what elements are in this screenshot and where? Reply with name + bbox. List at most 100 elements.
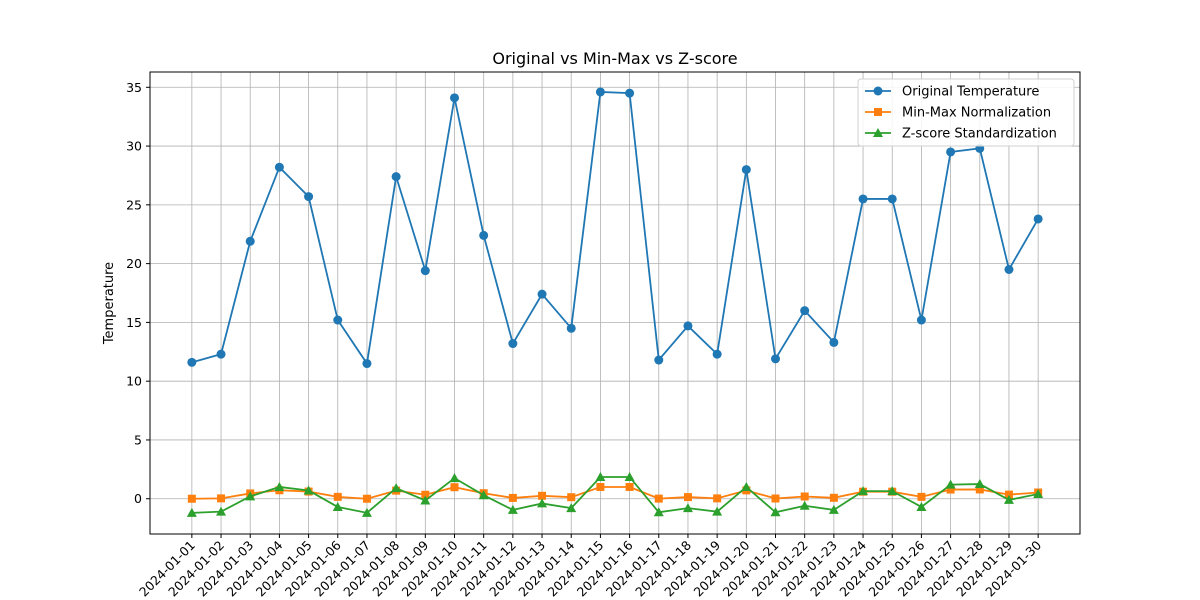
data-point (361, 507, 372, 517)
y-tick-label: 10 (126, 374, 142, 389)
legend-marker (873, 128, 883, 137)
data-point (362, 359, 372, 369)
data-point (887, 486, 898, 496)
data-point (538, 491, 547, 500)
series-line (191, 476, 1039, 514)
data-point (508, 493, 517, 502)
data-point (741, 481, 752, 491)
data-point (800, 306, 810, 316)
data-point (333, 492, 342, 501)
data-point (1033, 214, 1043, 224)
legend-marker (874, 108, 882, 116)
y-tick-label: 35 (126, 80, 142, 95)
data-point (391, 483, 402, 493)
legend-entry: Min-Max Normalization (865, 106, 1051, 121)
plot-frame (149, 71, 1081, 535)
data-point (245, 236, 255, 246)
legend-label: Original Temperature (902, 85, 1039, 100)
data-point (450, 483, 459, 492)
data-point (507, 504, 518, 514)
data-point (829, 493, 838, 502)
data-point (566, 503, 577, 513)
data-point (595, 471, 606, 481)
legend-entry: Original Temperature (865, 85, 1039, 100)
y-tick-label: 30 (126, 139, 142, 154)
data-point (595, 87, 605, 97)
data-point (771, 494, 780, 503)
data-point (391, 172, 401, 182)
y-tick-label: 20 (126, 256, 142, 271)
data-point (828, 504, 839, 514)
y-tick-label: 5 (134, 432, 142, 447)
data-point (478, 490, 489, 500)
data-point (362, 494, 371, 503)
data-point (654, 355, 664, 365)
data-point (420, 495, 431, 505)
data-point (245, 491, 256, 501)
data-point (917, 492, 926, 501)
series-1 (187, 482, 1043, 503)
data-point (682, 503, 693, 513)
data-point (946, 147, 956, 157)
data-point (479, 230, 489, 240)
data-point (654, 494, 663, 503)
data-point (712, 506, 723, 516)
data-point (303, 485, 314, 495)
chart-title: Original vs Min-Max vs Z-score (492, 49, 737, 68)
data-point (508, 339, 518, 349)
data-point (975, 485, 984, 494)
data-point (625, 88, 635, 98)
data-point (916, 501, 927, 511)
data-point (858, 194, 868, 204)
data-point (712, 349, 722, 359)
data-point (800, 492, 809, 501)
data-point (946, 485, 955, 494)
data-point (945, 479, 956, 489)
data-point (916, 315, 926, 325)
data-point (1004, 264, 1014, 274)
data-point (186, 507, 197, 517)
data-point (333, 315, 343, 325)
legend: Original Temperature Min-Max Normalizatio… (857, 78, 1075, 147)
legend-marker (873, 86, 883, 96)
data-point (566, 323, 576, 333)
data-point (304, 192, 314, 202)
data-point (537, 289, 547, 299)
data-point (420, 266, 430, 276)
data-point (332, 501, 343, 511)
data-point (741, 165, 751, 175)
series-2 (186, 471, 1044, 517)
data-point (771, 354, 781, 364)
legend-box (857, 78, 1075, 147)
legend-label: Min-Max Normalization (902, 106, 1051, 121)
data-point (653, 507, 664, 517)
data-point (567, 493, 576, 502)
series-0 (187, 87, 1043, 369)
y-axis-label: Temperature (102, 262, 117, 345)
data-point (683, 321, 693, 331)
data-point (217, 494, 226, 503)
data-point (1004, 490, 1013, 499)
data-point (770, 507, 781, 517)
data-point (858, 486, 869, 496)
data-point (216, 349, 226, 359)
data-point (274, 481, 285, 491)
series-line (191, 486, 1039, 500)
series-line (191, 91, 1039, 366)
data-point (625, 482, 634, 491)
legend-label: Z-score Standardization (902, 127, 1057, 142)
legend-entry: Z-score Standardization (865, 127, 1057, 142)
data-point (624, 471, 635, 481)
data-point (187, 494, 196, 503)
data-point (683, 493, 692, 502)
data-point (887, 194, 897, 204)
data-point (1003, 494, 1014, 504)
data-point (829, 337, 839, 347)
ticks: 2024-01-012024-01-022024-01-032024-01-04… (126, 80, 1044, 600)
data-point (421, 490, 430, 499)
data-point (449, 93, 459, 103)
data-point (187, 357, 197, 367)
data-point (537, 498, 548, 508)
